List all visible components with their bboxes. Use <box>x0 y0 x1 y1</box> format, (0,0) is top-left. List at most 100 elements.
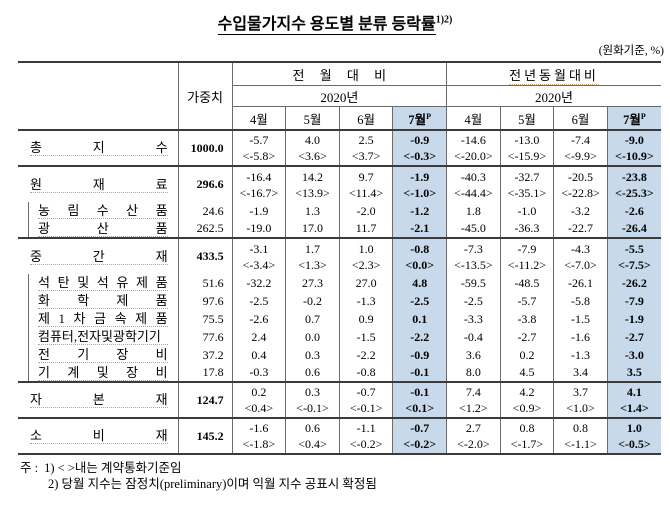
value-cell: -26.4 <box>607 220 661 238</box>
table-row: 기 계 및 장 비 17.8 -0.3 0.6 -0.8 -0.1 8.0 4.5 3.4 3.5 <box>18 364 661 382</box>
month-header-preliminary: 7월P <box>392 106 448 130</box>
value-cell: 2.7 <-2.0> <box>446 417 501 454</box>
weight-cell: 296.6 <box>178 165 233 202</box>
table-row: 제 1 차 금 속 제 품 75.5 -2.6 0.7 0.9 0.1 -3.3 -3.8 -1… <box>18 310 661 328</box>
group-header-yoy: 전년동월대비 <box>509 67 599 85</box>
value-cell: 4.5 <box>500 364 555 382</box>
value-cell: 0.9 <box>339 310 394 328</box>
value-cell: 1.3 <box>285 202 340 220</box>
value-cell: -3.8 <box>500 310 555 328</box>
value-cell: -36.3 <box>500 220 555 238</box>
weight-cell: 37.2 <box>178 346 233 364</box>
value-cell: -5.8 <box>553 292 608 310</box>
value-cell: -0.3 <box>232 364 287 382</box>
value-cell: 27.0 <box>339 274 394 292</box>
value-cell: -26.2 <box>607 274 661 292</box>
year-header-yoy: 2020년 <box>446 85 661 107</box>
table-row: 소 비 재 145.2 -1.6 <-1.8> 0.6 <0.4> -1.1 <-0.2> -0… <box>18 417 661 454</box>
row-label: 소 비 재 <box>18 417 179 454</box>
value-cell: -0.2 <box>285 292 340 310</box>
value-cell: 14.2 <13.9> <box>285 165 340 202</box>
table-row: 농 림 수 산 품 24.6 -1.9 1.3 -2.0 -1.2 1.8 -1.0 -3.2-… <box>18 202 661 220</box>
weight-cell: 51.6 <box>178 274 233 292</box>
month-header: 5월 <box>285 106 340 130</box>
footnote-prefix: 주 : <box>20 461 39 475</box>
value-cell: 7.4 <1.2> <box>446 381 501 418</box>
value-cell: -1.6 <-1.8> <box>232 417 287 454</box>
value-cell: -1.5 <box>553 310 608 328</box>
value-cell: -1.3 <box>339 292 394 310</box>
value-cell: -1.5 <box>339 328 394 346</box>
value-cell: 11.7 <box>339 220 394 238</box>
value-cell: -0.8 <0.0> <box>392 237 448 274</box>
value-cell: -3.1 <-3.4> <box>232 237 287 274</box>
value-cell: -5.7 <-5.8> <box>232 130 287 166</box>
value-cell: -7.4 <-9.9> <box>553 130 608 166</box>
value-cell: -7.9 <box>607 292 661 310</box>
table-row: 중 간 재 433.5 -3.1 <-3.4> 1.7 <1.3> 1.0 <2.3> -0.8… <box>18 237 661 274</box>
table-row: 전 기 장 비 37.2 0.4 0.3 -2.2 -0.9 3.6 0.2 -1.3 -3.0 <box>18 346 661 364</box>
group-header-mom: 전 월 대 비 <box>232 62 448 86</box>
table-header: 가중치 전 월 대 비 전년동월대비 2020년 2020년 4월 5월 6월 7월P… <box>18 62 661 130</box>
value-cell: 0.8 <-1.7> <box>500 417 555 454</box>
value-cell: 2.5 <3.7> <box>339 130 394 166</box>
value-cell: 27.3 <box>285 274 340 292</box>
value-cell: -0.1 <0.1> <box>392 381 448 418</box>
weight-cell: 124.7 <box>178 381 233 418</box>
table-row: 컴퓨터,전자및광학기기 77.6 2.4 0.0 -1.5 -2.2 -0.4 -2.7 -1.… <box>18 328 661 346</box>
footnote-item-2: 2) 당월 지수는 잠정치(preliminary)이며 익월 지수 공표시 확… <box>48 477 377 491</box>
value-cell: -2.5 <box>392 292 448 310</box>
month-header: 6월 <box>553 106 608 130</box>
row-label: 농 림 수 산 품 <box>18 202 179 220</box>
value-cell: 1.0 <2.3> <box>339 237 394 274</box>
weight-cell: 77.6 <box>178 328 233 346</box>
value-cell: -3.0 <box>607 346 661 364</box>
value-cell: -26.1 <box>553 274 608 292</box>
footnotes: 주 : 1) < >내는 계약통화기준임 2) 당월 지수는 잠정치(prelim… <box>20 460 670 492</box>
table-row: 석 탄 및 석 유 제 품 51.6 -32.2 27.3 27.0 4.8 -59.5 -4… <box>18 274 661 292</box>
value-cell: -1.6 <box>553 328 608 346</box>
value-cell: -4.3 <-7.0> <box>553 237 608 274</box>
value-cell: -9.0 <-10.9> <box>607 130 661 166</box>
table-row: 원 재 료 296.6 -16.4 <-16.7> 14.2 <13.9> 9.7 <11.4… <box>18 165 661 202</box>
page-title: 수입물가지수 용도별 분류 등락률1)2) <box>0 10 670 35</box>
value-cell: 0.3 <-0.1> <box>285 381 340 418</box>
weight-cell: 145.2 <box>178 417 233 454</box>
value-cell: 0.2 <box>500 346 555 364</box>
value-cell: 0.3 <box>285 346 340 364</box>
weight-column-header: 가중치 <box>178 62 233 130</box>
value-cell: 0.4 <box>232 346 287 364</box>
row-label: 중 간 재 <box>18 237 179 274</box>
weight-cell: 97.6 <box>178 292 233 310</box>
value-cell: -22.7 <box>553 220 608 238</box>
value-cell: -0.9 <-0.3> <box>392 130 448 166</box>
value-cell: -3.3 <box>446 310 501 328</box>
title-footnote-marker: 1)2) <box>435 14 453 26</box>
row-label: 제 1 차 금 속 제 품 <box>18 310 179 328</box>
footnote-item-1: 1) < >내는 계약통화기준임 <box>44 461 182 475</box>
value-cell: 3.6 <box>446 346 501 364</box>
value-cell: -1.2 <box>392 202 448 220</box>
header-group-row: 가중치 전 월 대 비 전년동월대비 <box>18 62 661 130</box>
year-header-mom: 2020년 <box>232 85 448 107</box>
unit-note: (원화기준, %) <box>598 45 664 57</box>
value-cell: 8.0 <box>446 364 501 382</box>
value-cell: -16.4 <-16.7> <box>232 165 287 202</box>
weight-cell: 17.8 <box>178 364 233 382</box>
value-cell: -20.5 <-22.8> <box>553 165 608 202</box>
value-cell: 4.2 <0.9> <box>500 381 555 418</box>
value-cell: -59.5 <box>446 274 501 292</box>
value-cell: -2.7 <box>500 328 555 346</box>
row-label: 컴퓨터,전자및광학기기 <box>18 328 179 346</box>
table-row: 광 산 품 262.5 -19.0 17.0 11.7 -2.1 -45.0 -36.3 -22… <box>18 220 661 238</box>
value-cell: 17.0 <box>285 220 340 238</box>
value-cell: -1.3 <box>553 346 608 364</box>
value-cell: -2.2 <box>339 346 394 364</box>
category-column-header <box>18 62 179 130</box>
value-cell: -0.7 <-0.1> <box>339 381 394 418</box>
footnote-line-1: 주 : 1) < >내는 계약통화기준임 <box>20 460 670 476</box>
value-cell: -40.3 <-44.4> <box>446 165 501 202</box>
value-cell: -7.3 <-13.5> <box>446 237 501 274</box>
value-cell: 0.2 <0.4> <box>232 381 287 418</box>
value-cell: -14.6 <-20.0> <box>446 130 501 166</box>
